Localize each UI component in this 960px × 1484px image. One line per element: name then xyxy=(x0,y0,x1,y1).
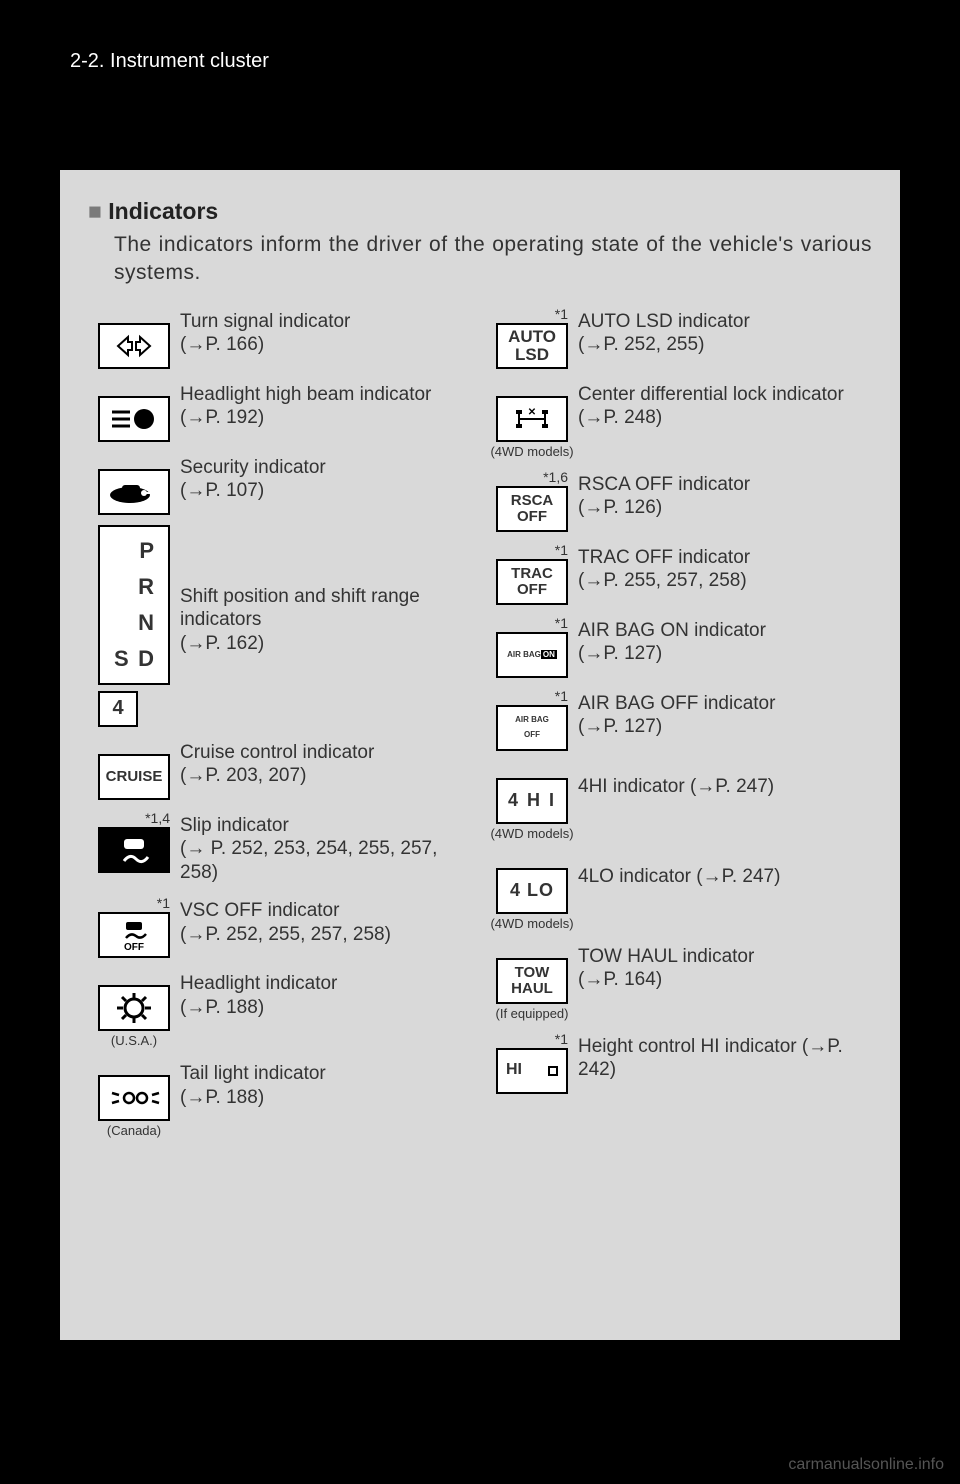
note-below: (4WD models) xyxy=(490,916,573,931)
note-above xyxy=(496,379,568,395)
indicator-row: *1 AIR BAGOFF AIR BAG OFF indicator(→P. … xyxy=(486,688,872,751)
note-below: (Canada) xyxy=(107,1123,161,1138)
auto-lsd-icon: AUTO LSD xyxy=(496,323,568,369)
note-above: *1 xyxy=(496,615,568,631)
note-above xyxy=(98,306,170,322)
indicator-row: Turn signal indicator(→P. 166) xyxy=(88,306,474,369)
indicator-row: *1 OFF VSC OFF indicator(→P. 252, 255, 2… xyxy=(88,895,474,958)
note-above: *1 xyxy=(496,542,568,558)
svg-text:OFF: OFF xyxy=(124,942,144,952)
indicator-row: 4 LO (4WD models) 4LO indicator (→P. 247… xyxy=(486,851,872,931)
section-title-text: Indicators xyxy=(108,198,218,224)
indicator-row: CRUISE Cruise control indicator(→P. 203,… xyxy=(88,737,474,800)
indicator-label: Slip indicator(→ P. 252, 253, 254, 255, … xyxy=(180,810,474,885)
indicator-row: *1,6 RSCA OFF RSCA OFF indicator(→P. 126… xyxy=(486,469,872,532)
indicator-row: *1,4 Slip indicator(→ P. 252, 253, 254, … xyxy=(88,810,474,885)
indicator-row: *1 AUTO LSD AUTO LSD indicator(→P. 252, … xyxy=(486,306,872,369)
indicator-label: AUTO LSD indicator(→P. 252, 255) xyxy=(578,306,872,358)
trac-off-icon: TRAC OFF xyxy=(496,559,568,605)
page-header: 2-2. Instrument cluster xyxy=(70,50,269,73)
4hi-icon: 4 H I xyxy=(496,778,568,824)
indicator-label: 4HI indicator (→P. 247) xyxy=(578,761,872,799)
indicator-row: ✕ (4WD models) Center differential lock … xyxy=(486,379,872,459)
indicator-label: RSCA OFF indicator(→P. 126) xyxy=(578,469,872,521)
indicator-label: TRAC OFF indicator(→P. 255, 257, 258) xyxy=(578,542,872,594)
taillight-icon xyxy=(98,1075,170,1121)
section-title: ■ Indicators xyxy=(88,198,872,225)
indicator-row: *1 AIR BAGON AIR BAG ON indicator(→P. 12… xyxy=(486,615,872,678)
rsca-off-icon: RSCA OFF xyxy=(496,486,568,532)
indicator-label: 4LO indicator (→P. 247) xyxy=(578,851,872,889)
high-beam-icon xyxy=(98,396,170,442)
section-intro: The indicators inform the driver of the … xyxy=(114,231,872,288)
shift-icon: P R N SD xyxy=(98,525,170,685)
note-above xyxy=(98,737,170,753)
note-below: (If equipped) xyxy=(496,1006,569,1021)
indicator-columns: Turn signal indicator(→P. 166) Headlight… xyxy=(88,306,872,1148)
note-above: *1 xyxy=(98,895,170,911)
vsc-off-icon: OFF xyxy=(98,912,170,958)
indicator-label: Headlight high beam indicator (→P. 192) xyxy=(180,379,474,431)
indicator-row: 4 H I (4WD models) 4HI indicator (→P. 24… xyxy=(486,761,872,841)
left-column: Turn signal indicator(→P. 166) Headlight… xyxy=(88,306,474,1148)
indicator-label: Turn signal indicator(→P. 166) xyxy=(180,306,474,358)
note-above xyxy=(496,941,568,957)
indicator-label: AIR BAG ON indicator(→P. 127) xyxy=(578,615,872,667)
note-above xyxy=(496,761,568,777)
airbag-off-icon: AIR BAGOFF xyxy=(496,705,568,751)
indicator-row: (U.S.A.) Headlight indicator(→P. 188) xyxy=(88,968,474,1048)
indicator-row: (Canada) Tail light indicator(→P. 188) xyxy=(88,1058,474,1138)
indicator-row: *1 TRAC OFF TRAC OFF indicator(→P. 255, … xyxy=(486,542,872,605)
indicator-label: Height control HI indicator (→P. 242) xyxy=(578,1031,872,1083)
watermark: carmanualsonline.info xyxy=(788,1456,944,1474)
indicator-label: VSC OFF indicator(→P. 252, 255, 257, 258… xyxy=(180,895,474,947)
height-hi-icon: HI xyxy=(496,1048,568,1094)
indicator-label: Security indicator(→P. 107) xyxy=(180,452,474,504)
content-panel: ■ Indicators The indicators inform the d… xyxy=(60,170,900,1340)
indicator-label: Cruise control indicator(→P. 203, 207) xyxy=(180,737,474,789)
note-above: *1,4 xyxy=(98,810,170,826)
airbag-on-icon: AIR BAGON xyxy=(496,632,568,678)
indicator-label: Headlight indicator(→P. 188) xyxy=(180,968,474,1020)
indicator-label: Tail light indicator(→P. 188) xyxy=(180,1058,474,1110)
note-above: *1,6 xyxy=(496,469,568,485)
security-icon xyxy=(98,469,170,515)
note-above: *1 xyxy=(496,1031,568,1047)
indicator-row: Headlight high beam indicator (→P. 192) xyxy=(88,379,474,442)
headlight-icon xyxy=(98,985,170,1031)
diff-lock-icon: ✕ xyxy=(496,396,568,442)
note-above: *1 xyxy=(496,688,568,704)
note-above xyxy=(98,1058,170,1074)
indicator-label: Center differential lock indicator (→P. … xyxy=(578,379,872,431)
indicator-row: TOW HAUL (If equipped) TOW HAUL indicato… xyxy=(486,941,872,1021)
indicator-label: TOW HAUL indicator(→P. 164) xyxy=(578,941,872,993)
note-above xyxy=(98,968,170,984)
indicator-row: *1 HI Height control HI indicator (→P. 2… xyxy=(486,1031,872,1094)
indicator-row: Security indicator(→P. 107) xyxy=(88,452,474,515)
indicator-row: P R N SD 4 Shift position and shift rang… xyxy=(88,525,474,727)
note-below: (4WD models) xyxy=(490,826,573,841)
turn-signal-icon xyxy=(98,323,170,369)
right-column: *1 AUTO LSD AUTO LSD indicator(→P. 252, … xyxy=(486,306,872,1148)
note-above: *1 xyxy=(496,306,568,322)
4lo-icon: 4 LO xyxy=(496,868,568,914)
cruise-icon: CRUISE xyxy=(98,754,170,800)
note-below: (U.S.A.) xyxy=(111,1033,157,1048)
note-above xyxy=(496,851,568,867)
indicator-label: AIR BAG OFF indicator(→P. 127) xyxy=(578,688,872,740)
svg-text:✕: ✕ xyxy=(528,407,536,418)
slip-icon xyxy=(98,827,170,873)
tow-haul-icon: TOW HAUL xyxy=(496,958,568,1004)
bullet-icon: ■ xyxy=(88,198,102,224)
note-above xyxy=(98,379,170,395)
shift-num-icon: 4 xyxy=(98,691,138,727)
note-below: (4WD models) xyxy=(490,444,573,459)
indicator-label: Shift position and shift range indicator… xyxy=(180,525,474,656)
note-above xyxy=(98,452,170,468)
